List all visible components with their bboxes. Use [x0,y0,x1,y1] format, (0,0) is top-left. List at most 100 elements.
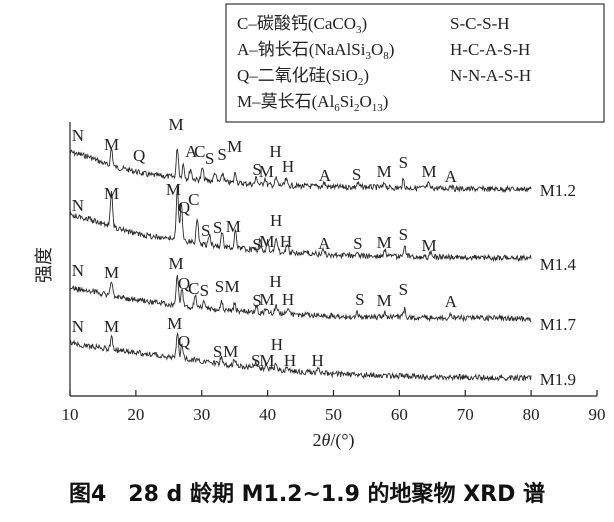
peak-label: S [201,221,210,240]
peak-label: M [166,180,181,199]
legend-entry-text: M–莫长石 [237,92,312,111]
y-axis-label: 强度 [34,247,55,283]
peak-label: H [280,232,292,251]
series-line [69,148,532,193]
legend-gel-entry: H-C-A-S-H [450,40,530,59]
peak-label: M [377,233,392,252]
series-label: M1.7 [540,315,577,334]
peak-label: H [284,351,296,370]
peak-label: M [259,232,274,251]
x-tick-label: 70 [457,405,474,424]
peak-label: M [223,342,238,361]
peak-label: M [104,317,119,336]
peak-label: C [188,279,199,298]
peak-label: N [72,317,84,336]
peak-label: H [269,272,281,291]
peak-label: S [205,149,214,168]
figure-caption: 图4 28 d 龄期 M1.2~1.9 的地聚物 XRD 谱 [68,482,546,507]
peak-label: M [421,162,436,181]
peak-label: S [215,277,224,296]
peak-label: M [167,314,182,333]
x-tick-label: 50 [325,405,342,424]
legend-gel-entry: N-N-A-S-H [450,66,531,85]
peak-label: M [421,236,436,255]
x-tick-label: 90 [589,405,606,424]
peak-label: S [399,153,408,172]
series-label: M1.2 [540,181,576,200]
x-tick-label: 80 [523,405,540,424]
peak-label: S [352,165,361,184]
series-line [69,274,532,323]
legend-entry-text: C–碳酸钙 [237,14,308,33]
peak-label: N [72,126,84,145]
series-label: M1.4 [540,255,577,274]
peak-label: H [269,142,281,161]
peak-label: A [185,142,198,161]
peak-label: C [194,142,205,161]
peak-label: M [168,115,183,134]
legend-entry-text: A–钠长石 [237,40,309,59]
peak-label: M [224,277,239,296]
x-tick-label: 30 [193,405,210,424]
x-tick-label: 10 [62,405,79,424]
peak-label: S [213,218,222,237]
legend-entry-text: Q–二氧化硅 [237,66,326,85]
peak-label: H [271,335,283,354]
peak-label: S [355,290,364,309]
peak-label: N [72,261,84,280]
peak-label: Q [178,274,190,293]
x-tick-label: 40 [259,405,276,424]
peak-label: M [259,290,274,309]
x-tick-label: 60 [391,405,408,424]
legend-entry-C: C–碳酸钙(CaCO3) [237,14,367,36]
series-label: M1.9 [540,370,576,389]
legend-entry-M: M–莫长石(Al6Si2O13) [237,92,388,114]
peak-label: H [282,157,294,176]
x-axis-label: 2θ/(°) [312,430,354,451]
peak-label: S [399,280,408,299]
peak-label: S [399,225,408,244]
legend-entry-A: A–钠长石(NaAlSi3O8) [237,40,394,62]
peak-label: Q [178,332,190,351]
peak-label: M [377,291,392,310]
peak-label: S [252,291,261,310]
series-line [69,332,532,382]
legend-box [225,3,605,123]
peak-label: H [282,290,294,309]
x-tick-label: 20 [127,405,144,424]
peak-label: A [445,167,458,186]
peak-label: Q [178,198,190,217]
peak-label: H [270,211,282,230]
peak-label: M [104,135,119,154]
peak-label: S [251,351,260,370]
legend-gel-entry: S-C-S-H [450,14,510,33]
peak-label: M [259,162,274,181]
peak-label: H [312,351,324,370]
peak-label: S [217,145,226,164]
peak-label: S [353,234,362,253]
peak-label: S [252,160,261,179]
peak-label: M [168,254,183,273]
peak-label: S [213,342,222,361]
series-line [69,185,532,263]
axes: 10 20 30 40 50 60 70 80 90 2θ/(°) 强度 [34,122,606,451]
peak-label: M [104,263,119,282]
peak-label: M [377,162,392,181]
peak-label: C [188,190,199,209]
peak-label: S [252,235,261,254]
peak-label: M [227,137,242,156]
peak-label: M [259,351,274,370]
peak-label: A [445,292,458,311]
peak-label: M [226,217,241,236]
peak-label: A [318,234,331,253]
peak-label: M [104,184,119,203]
legend-entry-Q: Q–二氧化硅(SiO2) [237,66,369,88]
peak-label: N [72,196,84,215]
peak-label: Q [133,146,145,165]
